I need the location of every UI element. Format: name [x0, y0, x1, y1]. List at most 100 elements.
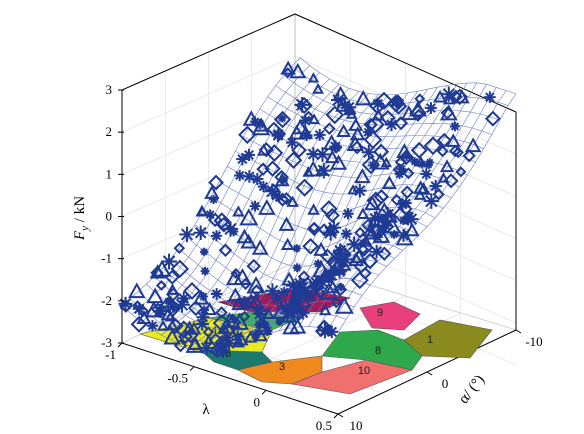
- alpha-tick-mark: [337, 413, 344, 418]
- surface-marker: [208, 332, 224, 348]
- surface-marker: [366, 191, 386, 210]
- surface-marker: [213, 339, 227, 352]
- surface-marker: [462, 149, 476, 163]
- surface-marker: [330, 141, 343, 154]
- surface-marker: [330, 92, 346, 108]
- alpha-axis-ticks: -10 0 10: [337, 329, 543, 433]
- surface-marker: [455, 166, 467, 178]
- surface-marker: [304, 160, 323, 177]
- surface-marker: [313, 241, 329, 256]
- front-edge-bottom-left: [121, 342, 339, 415]
- surface-marker: [200, 247, 209, 256]
- floor-region: [403, 319, 493, 359]
- surface-marker: [233, 268, 252, 285]
- surface-marker: [314, 287, 327, 299]
- surface-marker: [161, 253, 178, 270]
- surface-marker: [225, 314, 242, 331]
- surface-marker: [336, 283, 346, 292]
- surface-marker: [279, 175, 288, 185]
- lambda-tick-mark: [333, 413, 339, 419]
- surface-marker: [437, 172, 450, 183]
- surface-marker: [423, 136, 443, 156]
- surface-markers: [118, 60, 501, 359]
- surface-marker: [242, 110, 260, 126]
- surface-marker: [364, 195, 381, 211]
- surface-marker: [350, 248, 368, 264]
- surface-marker: [302, 237, 319, 255]
- surface-marker: [271, 302, 291, 319]
- surface-marker: [297, 270, 311, 283]
- surface-marker: [258, 142, 274, 158]
- surface-marker: [325, 105, 345, 125]
- surface-marker: [177, 291, 191, 305]
- surface-marker: [231, 335, 245, 348]
- surface-marker: [289, 318, 307, 334]
- alpha-tick-label: -10: [525, 334, 542, 349]
- surface-marker: [353, 258, 370, 274]
- surface-marker: [416, 182, 431, 195]
- surface-marker: [400, 197, 412, 209]
- surface-marker: [264, 160, 281, 177]
- surface-marker: [324, 207, 340, 223]
- surface-marker: [370, 152, 390, 170]
- surface-marker: [464, 137, 482, 153]
- surface-marker: [280, 237, 295, 251]
- surface-marker: [174, 320, 194, 340]
- lambda-tick-mark: [117, 342, 123, 348]
- surface-marker: [282, 67, 294, 79]
- surface-marker: [381, 175, 397, 190]
- surface-marker: [246, 258, 262, 274]
- surface-marker: [361, 252, 379, 270]
- surface-marker: [334, 296, 354, 314]
- surface-marker: [292, 244, 301, 253]
- surface-marker: [267, 183, 280, 196]
- surface-marker: [354, 90, 372, 106]
- surface-marker: [250, 284, 263, 297]
- surface-marker: [292, 263, 302, 273]
- surface-marker: [278, 216, 295, 231]
- surface-marker: [352, 183, 367, 198]
- surface-marker: [251, 239, 269, 255]
- alpha-tick-mark: [515, 329, 522, 334]
- surface-marker: [150, 266, 164, 280]
- surface-marker: [185, 336, 204, 353]
- surface-marker: [202, 326, 215, 338]
- surface-marker: [249, 200, 261, 212]
- surface-marker: [400, 185, 415, 199]
- surface-marker: [130, 315, 148, 333]
- surface-marker: [402, 151, 412, 161]
- surface-marker: [410, 141, 428, 159]
- surface-marker: [146, 287, 164, 304]
- surface-marker: [350, 271, 369, 290]
- surface-marker: [271, 127, 285, 141]
- surface-marker: [362, 222, 379, 237]
- surface-marker: [239, 277, 252, 291]
- floor-region: [359, 301, 421, 331]
- surface-marker: [309, 274, 326, 289]
- surface-marker: [390, 96, 403, 109]
- surface-marker: [484, 91, 496, 104]
- floor-region-label: 10: [358, 365, 370, 377]
- z-tick-label: -3: [101, 335, 112, 350]
- surface-marker: [302, 110, 315, 122]
- surface-marker: [166, 287, 181, 302]
- surface-marker: [410, 157, 420, 167]
- lambda-tick-mark: [189, 366, 195, 372]
- surface-marker: [420, 168, 433, 180]
- surface-marker: [164, 297, 173, 306]
- surface-marker: [168, 300, 181, 313]
- surface-marker: [291, 142, 307, 159]
- surface-marker: [278, 114, 287, 123]
- surface-marker: [312, 83, 325, 94]
- surface-marker: [204, 185, 220, 199]
- surface-marker: [452, 146, 464, 159]
- surface-marker: [258, 198, 276, 215]
- surface-marker: [436, 145, 449, 158]
- surface-marker: [304, 290, 317, 301]
- surface-marker: [195, 204, 209, 217]
- surface-marker: [390, 193, 403, 206]
- z-tick-label: -2: [101, 293, 112, 308]
- top-edge-right: [294, 13, 517, 113]
- surface-marker: [319, 303, 332, 316]
